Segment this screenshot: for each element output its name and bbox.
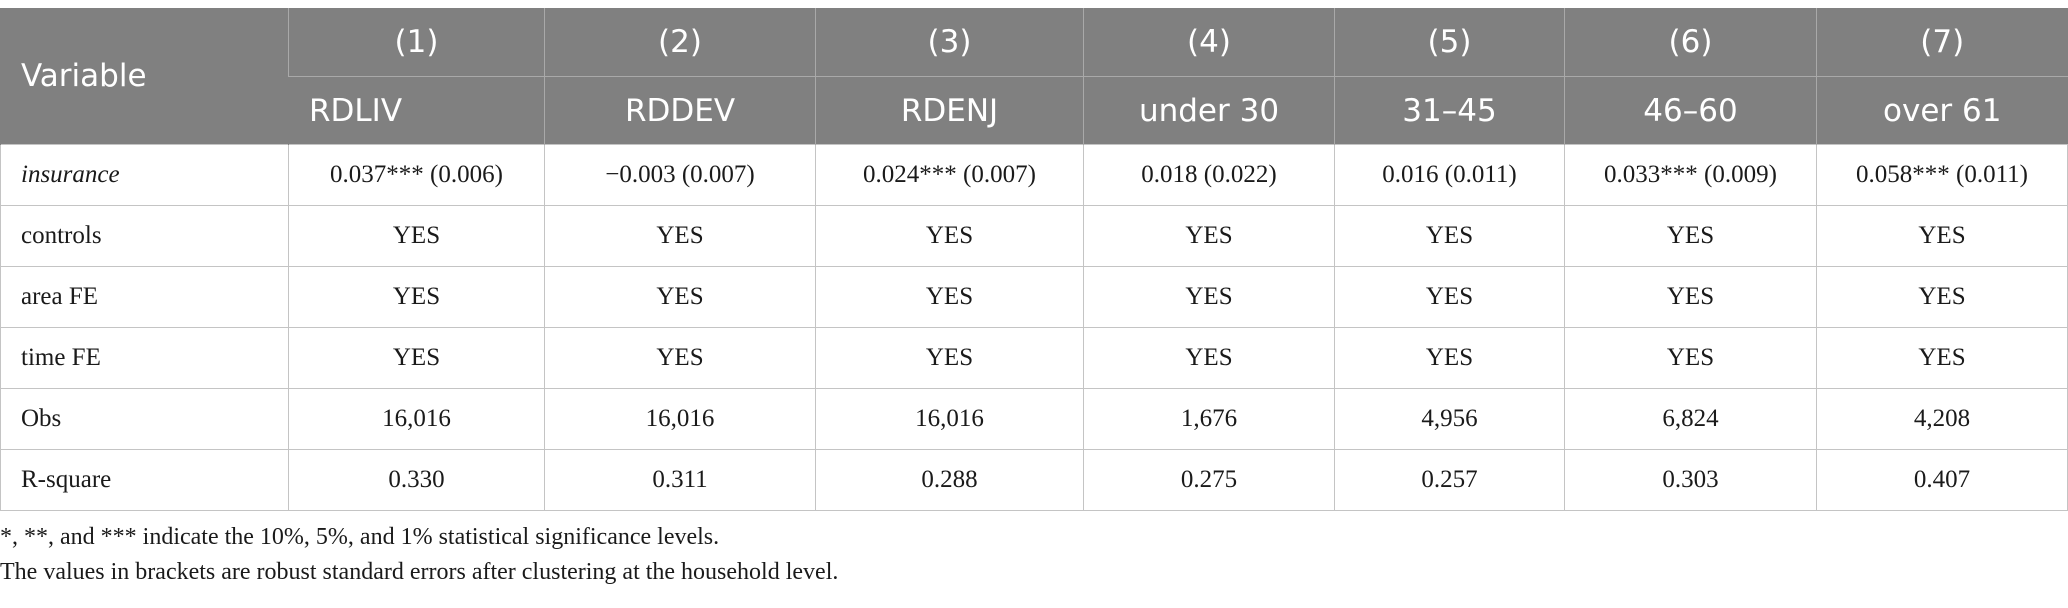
table-cell: 16,016 bbox=[544, 388, 816, 450]
table-cell: 0.275 bbox=[1083, 449, 1335, 511]
header-col-1-number: (1) bbox=[288, 8, 545, 77]
header-col-6-name: 46–60 bbox=[1564, 76, 1817, 145]
table-cell: YES bbox=[815, 327, 1084, 389]
table-cell: 6,824 bbox=[1564, 388, 1817, 450]
table-body: insurance 0.037*** (0.006) −0.003 (0.007… bbox=[0, 144, 2068, 511]
table-row-controls: controls YES YES YES YES YES YES YES bbox=[0, 205, 2068, 267]
row-label: area FE bbox=[0, 266, 289, 328]
table-cell: 4,208 bbox=[1816, 388, 2068, 450]
row-label: Obs bbox=[0, 388, 289, 450]
table-cell: YES bbox=[1083, 266, 1335, 328]
table-cell: 0.024*** (0.007) bbox=[815, 144, 1084, 206]
table-cell: 0.058*** (0.011) bbox=[1816, 144, 2068, 206]
table-cell: 16,016 bbox=[815, 388, 1084, 450]
header-col-3-number: (3) bbox=[815, 8, 1084, 77]
table-cell: 1,676 bbox=[1083, 388, 1335, 450]
table-row-area-fe: area FE YES YES YES YES YES YES YES bbox=[0, 266, 2068, 328]
table-cell: 0.033*** (0.009) bbox=[1564, 144, 1817, 206]
row-label: time FE bbox=[0, 327, 289, 389]
table-cell: 16,016 bbox=[288, 388, 545, 450]
table-cell: YES bbox=[1564, 266, 1817, 328]
row-label: insurance bbox=[0, 144, 289, 206]
table-cell: YES bbox=[544, 327, 816, 389]
standard-error-note: The values in brackets are robust standa… bbox=[0, 559, 839, 585]
table-cell: YES bbox=[1334, 266, 1565, 328]
table-row-time-fe: time FE YES YES YES YES YES YES YES bbox=[0, 327, 2068, 389]
table-row-obs: Obs 16,016 16,016 16,016 1,676 4,956 6,8… bbox=[0, 388, 2068, 450]
table-cell: YES bbox=[1816, 327, 2068, 389]
table-cell: YES bbox=[1083, 205, 1335, 267]
table-cell: −0.003 (0.007) bbox=[544, 144, 816, 206]
row-label: controls bbox=[0, 205, 289, 267]
table-row-r-square: R-square 0.330 0.311 0.288 0.275 0.257 0… bbox=[0, 449, 2068, 511]
table-cell: YES bbox=[288, 327, 545, 389]
table-row-insurance: insurance 0.037*** (0.006) −0.003 (0.007… bbox=[0, 144, 2068, 206]
table-cell: YES bbox=[1564, 205, 1817, 267]
header-col-3-name: RDENJ bbox=[815, 76, 1084, 145]
table-cell: 0.330 bbox=[288, 449, 545, 511]
header-row-numbers: Variable (1) (2) (3) (4) (5) (6) (7) bbox=[0, 8, 2068, 145]
table-cell: YES bbox=[544, 205, 816, 267]
header-col-5-name: 31–45 bbox=[1334, 76, 1565, 145]
table-cell: YES bbox=[815, 205, 1084, 267]
table-header: Variable (1) (2) (3) (4) (5) (6) (7) RDL… bbox=[0, 8, 2068, 145]
table-cell: YES bbox=[1816, 266, 2068, 328]
header-variable: Variable bbox=[0, 8, 289, 145]
table-cell: 0.257 bbox=[1334, 449, 1565, 511]
header-col-7-number: (7) bbox=[1816, 8, 2068, 77]
header-col-7-name: over 61 bbox=[1816, 76, 2068, 145]
header-col-5-number: (5) bbox=[1334, 8, 1565, 77]
table-cell: YES bbox=[1816, 205, 2068, 267]
table-cell: 4,956 bbox=[1334, 388, 1565, 450]
header-col-1-name: RDLIV bbox=[288, 76, 545, 145]
significance-note: *, **, and *** indicate the 10%, 5%, and… bbox=[0, 524, 720, 550]
table-cell: YES bbox=[1083, 327, 1335, 389]
table-cell: YES bbox=[1334, 327, 1565, 389]
table-cell: 0.303 bbox=[1564, 449, 1817, 511]
row-label: R-square bbox=[0, 449, 289, 511]
table-cell: 0.311 bbox=[544, 449, 816, 511]
table-cell: 0.037*** (0.006) bbox=[288, 144, 545, 206]
table-cell: YES bbox=[1334, 205, 1565, 267]
table-notes: *, **, and *** indicate the 10%, 5%, and… bbox=[0, 520, 838, 590]
table-cell: YES bbox=[288, 205, 545, 267]
table-cell: YES bbox=[1564, 327, 1817, 389]
table-cell: YES bbox=[815, 266, 1084, 328]
header-row-names: RDLIV RDDEV RDENJ under 30 31–45 46–60 o… bbox=[1, 76, 2068, 145]
header-col-6-number: (6) bbox=[1564, 8, 1817, 77]
table-cell: 0.018 (0.022) bbox=[1083, 144, 1335, 206]
table-cell: 0.016 (0.011) bbox=[1334, 144, 1565, 206]
regression-table: Variable (1) (2) (3) (4) (5) (6) (7) RDL… bbox=[0, 8, 2068, 511]
table-cell: YES bbox=[288, 266, 545, 328]
header-col-2-name: RDDEV bbox=[544, 76, 816, 145]
table-cell: 0.288 bbox=[815, 449, 1084, 511]
header-col-2-number: (2) bbox=[544, 8, 816, 77]
header-col-4-number: (4) bbox=[1083, 8, 1335, 77]
table-cell: YES bbox=[544, 266, 816, 328]
header-col-4-name: under 30 bbox=[1083, 76, 1335, 145]
table-cell: 0.407 bbox=[1816, 449, 2068, 511]
regression-table-container: Variable (1) (2) (3) (4) (5) (6) (7) RDL… bbox=[0, 8, 2068, 511]
